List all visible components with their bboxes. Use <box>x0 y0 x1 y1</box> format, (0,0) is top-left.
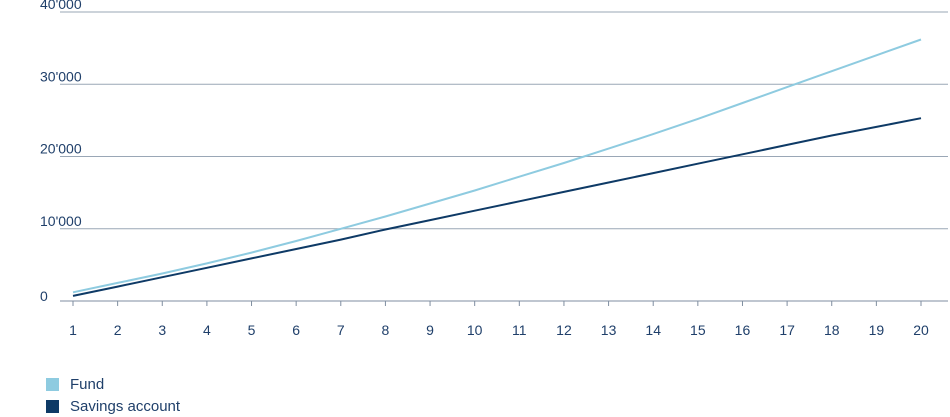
x-tick-label: 13 <box>601 322 617 338</box>
x-tick-label: 16 <box>735 322 751 338</box>
x-tick-label: 8 <box>382 322 390 338</box>
y-tick-label: 30'000 <box>40 68 82 84</box>
x-tick-label: 20 <box>913 322 929 338</box>
x-tick-label: 9 <box>426 322 434 338</box>
series-line-savings-account <box>72 117 922 297</box>
legend-swatch-savings-account <box>46 399 59 413</box>
x-tick-label: 6 <box>292 322 300 338</box>
x-tick-label: 17 <box>779 322 795 338</box>
x-tick-label: 7 <box>337 322 345 338</box>
series-line-fund <box>72 38 922 294</box>
y-axis-ticks: 0 10'000 20'000 30'000 40'000 <box>40 0 82 304</box>
x-tick-label: 18 <box>824 322 840 338</box>
legend: Fund Savings account <box>46 373 180 417</box>
x-tick-label: 15 <box>690 322 706 338</box>
series-lines <box>72 38 922 297</box>
x-tick-label: 12 <box>556 322 572 338</box>
x-tick-label: 19 <box>869 322 885 338</box>
x-tick-label: 11 <box>512 322 527 338</box>
x-tick-label: 2 <box>114 322 122 338</box>
x-axis-ticks: 1 2 3 4 5 6 7 8 9 10 11 12 13 14 15 16 17 18 19 20 <box>69 301 929 338</box>
legend-label-savings-account: Savings account <box>70 397 181 415</box>
y-tick-label: 40'000 <box>40 0 82 12</box>
grid-lines <box>60 11 948 230</box>
x-tick-label: 10 <box>467 322 483 338</box>
x-tick-label: 4 <box>203 322 211 338</box>
x-tick-label: 14 <box>645 322 661 338</box>
legend-label-fund: Fund <box>70 375 105 393</box>
y-tick-label: 0 <box>40 288 48 304</box>
x-tick-label: 5 <box>248 322 256 338</box>
y-tick-label: 20'000 <box>40 141 82 157</box>
x-tick-label: 3 <box>158 322 166 338</box>
legend-swatch-fund <box>46 377 59 391</box>
legend-item-fund: Fund <box>46 373 180 395</box>
legend-item-savings-account: Savings account <box>46 395 180 417</box>
x-tick-label: 1 <box>69 322 77 338</box>
y-tick-label: 10'000 <box>40 213 82 229</box>
